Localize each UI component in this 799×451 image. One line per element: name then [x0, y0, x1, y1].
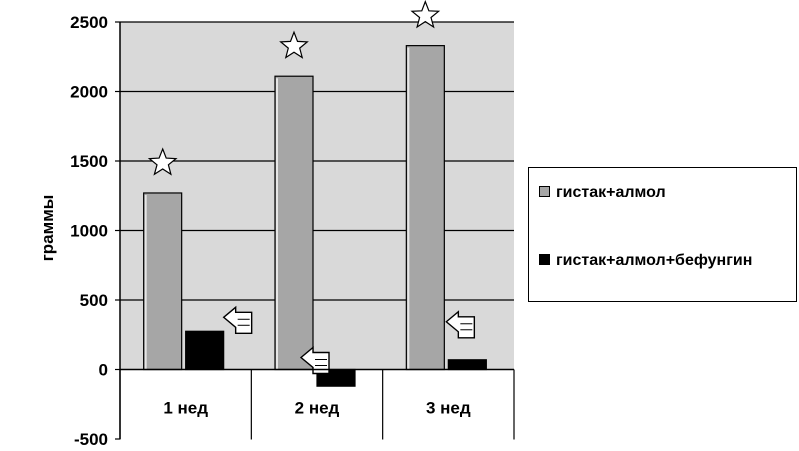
y-axis-title: граммы — [38, 195, 57, 262]
pointer-hand-shape — [445, 310, 476, 339]
legend-label-series-2: гистак+алмол+бефунгин — [556, 252, 753, 269]
legend-entry-series-2: гистак+алмол+бефунгин — [539, 250, 792, 271]
legend-entry-series-1: гистак+алмол — [539, 182, 792, 203]
x-tick-labels: 1 нед 2 нед 3 нед — [163, 399, 471, 418]
pointer-hand-icon — [222, 305, 253, 334]
grid-lines — [120, 21, 514, 301]
star-icon — [410, 0, 441, 29]
legend-label-series-1: гистак+алмол — [556, 184, 666, 201]
plot-area — [120, 22, 514, 370]
legend-swatch-series-1 — [539, 186, 550, 197]
x-category-label: 1 нед — [163, 399, 208, 418]
pointer-hand-shape — [299, 346, 330, 375]
pointer-hand-shape — [222, 305, 253, 334]
x-category-label: 2 нед — [295, 399, 340, 418]
legend: гистак+алмол гистак+алмол+бефунгин — [528, 167, 797, 302]
bar-series-1 — [405, 45, 445, 371]
bar-series-2 — [185, 330, 225, 371]
pointer-hand-icon — [299, 346, 330, 375]
axes — [115, 21, 515, 440]
legend-swatch-series-2 — [539, 254, 550, 265]
y-tick-label: 2500 — [70, 13, 108, 32]
y-tick-label: 500 — [80, 291, 108, 310]
y-tick-label: -500 — [74, 430, 108, 449]
bars — [143, 45, 487, 387]
y-tick-label: 2000 — [70, 83, 108, 102]
markers — [147, 0, 476, 375]
star-icon — [147, 147, 178, 176]
pointer-hand-icon — [445, 310, 476, 339]
y-tick-label: 0 — [99, 361, 108, 380]
x-category-label: 3 нед — [426, 399, 471, 418]
y-tick-label: 1000 — [70, 222, 108, 241]
bar-series-2 — [447, 359, 487, 371]
plot-background — [120, 22, 514, 370]
star-icon — [279, 30, 309, 59]
bar-series-1 — [274, 75, 314, 371]
y-tick-labels: 2500 2000 1500 1000 500 0 -500 — [70, 13, 108, 449]
bar-series-1 — [143, 192, 183, 371]
y-tick-label: 1500 — [70, 152, 108, 171]
